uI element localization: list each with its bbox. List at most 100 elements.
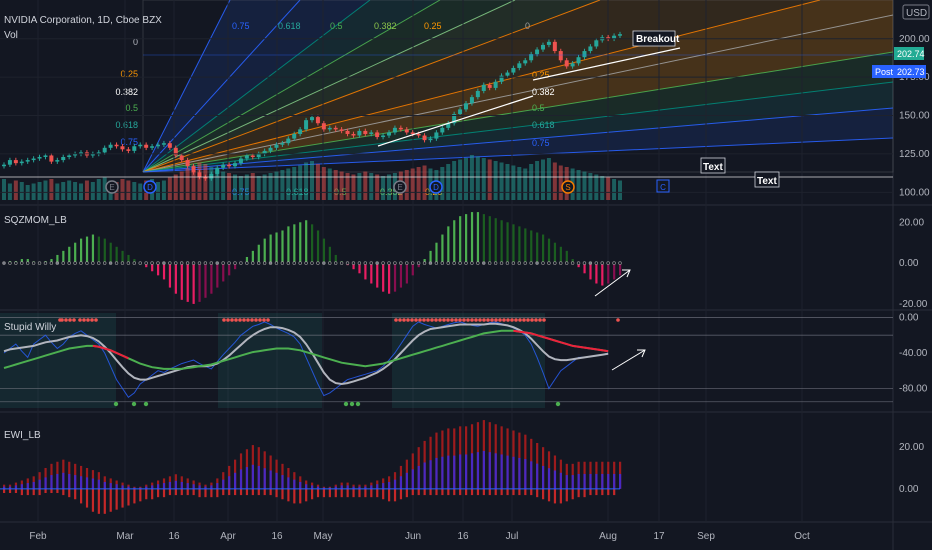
sqzmom-bar: [447, 226, 450, 264]
willy-arrow-line[interactable]: [611, 349, 646, 371]
ewi-inner-bar: [393, 479, 397, 489]
willy-bottom-marker: [349, 401, 355, 407]
volume-bar: [404, 170, 409, 200]
sqzmom-bar: [571, 259, 574, 264]
sqzmom-bar: [245, 256, 249, 264]
sqzmom-bar: [269, 234, 272, 264]
ewi-inner-bar: [340, 485, 343, 489]
time-tick-label: Apr: [220, 531, 236, 542]
sqzmom-bar: [210, 263, 213, 294]
volume-bar: [292, 167, 297, 200]
candle-body: [233, 163, 237, 167]
candle-body: [469, 97, 474, 104]
candle-body: [73, 153, 78, 156]
sqzmom-dot: [369, 261, 373, 265]
candle-body: [369, 132, 374, 134]
stupid-willy-pane[interactable]: 0.00 -40.00 -80.00 Stupid Willy: [0, 312, 928, 408]
ewi-inner-bar: [239, 469, 243, 489]
sqzmom-arrow-line[interactable]: [594, 269, 631, 297]
sqzmom-bar: [542, 234, 545, 264]
breakout-note[interactable]: Breakout: [632, 30, 680, 47]
sqzmom-dot: [399, 261, 403, 265]
sqzmom-bar: [435, 242, 438, 264]
sqzmom-dot: [487, 261, 492, 265]
candle-body: [268, 147, 273, 151]
sqzmom-dot: [97, 261, 101, 265]
sqzmom-dot: [576, 261, 581, 265]
currency-badge[interactable]: USD: [902, 4, 930, 20]
event-badge-circle: [561, 180, 575, 194]
ewi-inner-bar: [613, 473, 616, 489]
ewi-inner-bar: [583, 473, 586, 489]
volume-bar: [167, 177, 172, 200]
sqzmom-bar: [228, 263, 231, 276]
candle-body: [582, 51, 587, 58]
text-note-1[interactable]: Text: [700, 157, 726, 174]
ewi-inner-bar: [488, 452, 491, 489]
volume-bar: [90, 182, 95, 200]
ewi-pane[interactable]: EWI_LB 20.00 0.00: [0, 420, 924, 514]
ewi-inner-bar: [328, 487, 331, 489]
volume-bar: [185, 168, 190, 200]
willy-top-marker: [446, 318, 450, 322]
willy-top-marker: [234, 318, 238, 322]
ewi-inner-bar: [547, 468, 551, 489]
ewi-lower-bar: [91, 488, 95, 512]
post-price-label: Post: [875, 67, 894, 77]
sqzmom-dot: [179, 261, 184, 265]
text-note-2[interactable]: Text: [754, 171, 780, 188]
breakout-trendline[interactable]: [532, 47, 681, 81]
sqzmom-dot: [156, 261, 160, 265]
candle-body: [90, 153, 95, 156]
support-trendline[interactable]: [377, 95, 534, 147]
ewi-lower-bar: [85, 488, 89, 508]
candle-body: [7, 160, 12, 165]
ewi-inner-bar: [453, 455, 456, 489]
willy-top-marker: [470, 318, 474, 322]
sqzmom-bar: [56, 254, 59, 264]
candle-body: [333, 127, 338, 130]
sqzmom-dot: [126, 261, 131, 265]
ewi-lower-bar: [441, 488, 444, 496]
candle-body: [351, 133, 356, 136]
candle-body: [238, 158, 243, 164]
text-note-2-label: Text: [757, 176, 777, 187]
ewi-lower-bar: [601, 488, 604, 496]
sqzmom-dot: [120, 261, 125, 265]
sqzmom-bar: [168, 263, 172, 288]
event-badge-letter: C: [660, 183, 666, 192]
volume-bar: [535, 161, 540, 200]
ewi-lower-bar: [512, 488, 515, 496]
volume-bar: [351, 174, 356, 200]
sqzmom-dot: [422, 261, 427, 265]
willy-tick-label: -80.00: [899, 383, 928, 394]
volume-bar: [126, 180, 131, 200]
willy-slow-down-segment: [513, 329, 520, 333]
willy-slow-down-segment: [572, 344, 579, 348]
candle-body: [55, 160, 60, 162]
volume-bar: [221, 171, 226, 200]
candle-body: [499, 75, 504, 82]
ewi-inner-bar: [524, 459, 527, 489]
candle-body: [410, 132, 415, 134]
sqzmom-bar: [180, 263, 183, 300]
willy-top-marker: [422, 318, 426, 322]
sqzmom-pane[interactable]: SQZMOM_LB 20.00 0.00 -20.00: [2, 212, 928, 310]
ewi-inner-bar: [210, 485, 213, 489]
event-badge-letter: D: [433, 183, 439, 192]
time-tick-label: Jun: [405, 531, 421, 542]
candle-body: [345, 130, 350, 134]
candle-body: [262, 150, 267, 154]
volume-bar: [262, 174, 267, 200]
volume-bar: [244, 174, 249, 200]
fib-speed-fan[interactable]: 0.75 0.618 0.5 0.382 0.25 0 0 0.25 0.382 0.5 0.618…: [115, 0, 894, 197]
sqzmom-dot: [274, 261, 279, 265]
candle-body: [280, 143, 285, 145]
sqzmom-dot: [375, 261, 379, 265]
sqzmom-dot: [227, 261, 231, 265]
ewi-lower-bar: [459, 488, 462, 496]
time-axis[interactable]: Feb Mar 16 Apr 16 May Jun 16 Jul Aug 17 Sep Oct: [29, 531, 810, 542]
sqzmom-dot: [618, 261, 622, 265]
